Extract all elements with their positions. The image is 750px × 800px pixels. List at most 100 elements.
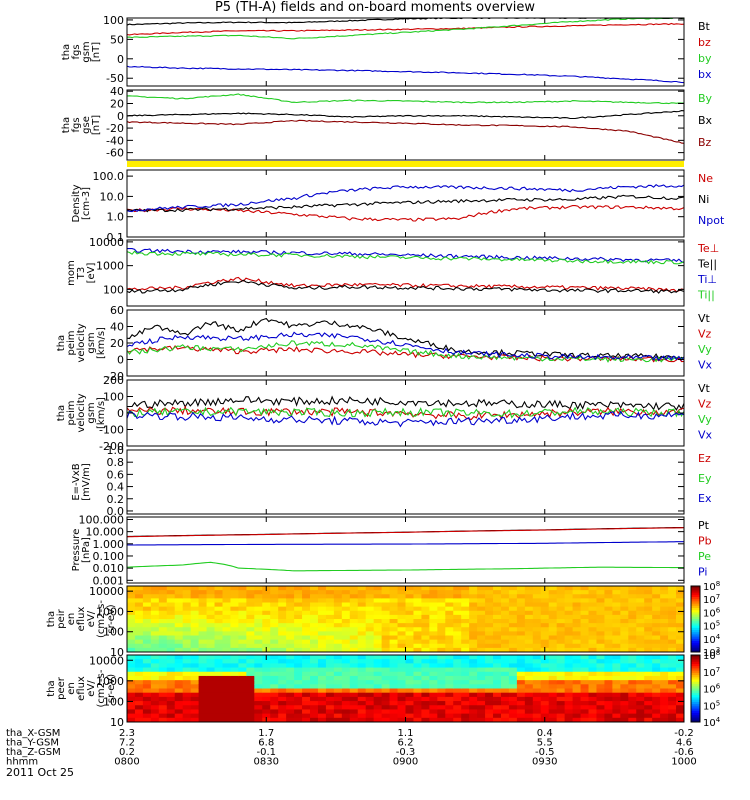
spectrogram-cell <box>341 606 351 612</box>
spectrogram-cell <box>636 627 645 632</box>
spectrogram-cell <box>397 667 407 673</box>
spectrogram-cell <box>302 659 311 664</box>
spectrogram-cell <box>445 647 454 652</box>
spectrogram-cell <box>532 614 542 620</box>
spectrogram-cell <box>413 696 423 702</box>
colorbar-peer-spectrogram <box>690 654 701 723</box>
spectrogram-cell <box>214 598 224 604</box>
spectrogram-cell <box>127 606 136 612</box>
spectrogram-cell <box>636 623 645 628</box>
spectrogram-cell <box>389 614 399 620</box>
spectrogram-cell <box>572 594 582 599</box>
spectrogram-cell <box>644 717 653 722</box>
spectrogram-cell <box>628 659 637 664</box>
spectrogram-cell <box>230 647 239 652</box>
spectrogram-cell <box>421 631 430 637</box>
spectrogram-cell <box>230 680 239 685</box>
spectrogram-cell <box>485 671 494 677</box>
spectrogram-cell <box>341 598 351 604</box>
y-axis-label: [eV] <box>86 263 97 284</box>
spectrogram-cell <box>397 692 407 698</box>
spectrogram-cell <box>516 663 526 669</box>
spectrogram-cell <box>222 631 232 637</box>
spectrogram-cell <box>166 680 176 685</box>
spectrogram-cell <box>636 709 645 715</box>
spectrogram-cell <box>246 688 255 694</box>
spectrogram-cell <box>381 713 391 719</box>
spectrogram-cell <box>469 684 478 690</box>
spectrogram-cell <box>628 639 637 645</box>
spectrogram-cell <box>302 643 311 649</box>
spectrogram-cell <box>294 594 303 599</box>
spectrogram-cell <box>198 659 208 664</box>
orbit-row-value: 7.2 <box>119 738 135 749</box>
spectrogram-cell <box>580 635 590 641</box>
colorbar-segment <box>691 684 700 687</box>
colorbar-segment <box>691 695 700 698</box>
spectrogram-cell <box>341 614 351 620</box>
y-axis-label: eflux <box>76 676 87 701</box>
spectrogram-cell <box>604 680 613 685</box>
spectrogram-cell <box>365 623 375 628</box>
spectrogram-cell <box>532 627 542 632</box>
spectrogram-cell <box>325 590 335 595</box>
spectrogram-cell <box>198 602 208 608</box>
spectrogram-cell <box>493 610 502 616</box>
spectrogram-cell <box>405 684 415 690</box>
spectrogram-cell <box>190 594 200 599</box>
spectrogram-cell <box>397 606 407 612</box>
spectrogram-cell <box>524 659 534 664</box>
spectrogram-cell <box>190 627 200 632</box>
spectrogram-cell <box>556 639 566 645</box>
spectrogram-cell <box>564 627 574 632</box>
spectrogram-cell <box>158 619 168 624</box>
spectrogram-cell <box>652 610 661 616</box>
spectrogram-cell <box>668 627 677 632</box>
spectrogram-cell <box>636 680 645 685</box>
y-axis-label: tha <box>56 335 67 351</box>
spectrogram-cell <box>302 663 311 669</box>
spectrogram-cell <box>127 692 136 698</box>
legend-entry-Bt: Bt <box>698 20 711 33</box>
spectrogram-cell <box>166 586 176 591</box>
spectrogram-cell <box>421 606 430 612</box>
spectrogram-cell <box>270 692 279 698</box>
spectrogram-cell <box>294 701 303 706</box>
spectrogram-cell <box>445 717 454 722</box>
spectrogram-cell <box>620 680 629 685</box>
spectrogram-cell <box>508 713 518 719</box>
spectrogram-cell <box>421 623 430 628</box>
yellow-bar <box>127 161 684 167</box>
spectrogram-cell <box>222 688 232 694</box>
spectrogram-cell <box>182 647 192 652</box>
spectrogram-cell <box>317 639 327 645</box>
spectrogram-cell <box>437 623 446 628</box>
spectrogram-cell <box>222 619 232 624</box>
spectrogram-cell <box>190 659 200 664</box>
spectrogram-cell <box>230 701 239 706</box>
spectrogram-cell <box>230 606 239 612</box>
y-tick-label: -200 <box>99 440 124 453</box>
spectrogram-cell <box>524 701 534 706</box>
spectrogram-cell <box>500 659 510 664</box>
spectrogram-cell <box>548 623 558 628</box>
spectrogram-cell <box>166 627 176 632</box>
spectrogram-cell <box>142 675 152 681</box>
spectrogram-cell <box>652 647 661 652</box>
spectrogram-cell <box>182 680 192 685</box>
spectrogram-cell <box>381 701 391 706</box>
colorbar-segment <box>691 614 700 618</box>
spectrogram-cell <box>294 647 303 652</box>
spectrogram-cell <box>500 671 510 677</box>
spectrogram-cell <box>365 586 375 591</box>
spectrogram-cell <box>572 684 582 690</box>
spectrogram-cell <box>365 688 375 694</box>
spectrogram-cell <box>652 667 661 673</box>
spectrogram-cell <box>429 709 438 715</box>
spectrogram-cell <box>134 659 144 664</box>
spectrogram-cell <box>564 643 574 649</box>
spectrogram-cell <box>134 623 144 628</box>
spectrogram-cell <box>341 675 351 681</box>
spectrogram-cell <box>262 631 271 637</box>
spectrogram-cell <box>500 631 510 637</box>
